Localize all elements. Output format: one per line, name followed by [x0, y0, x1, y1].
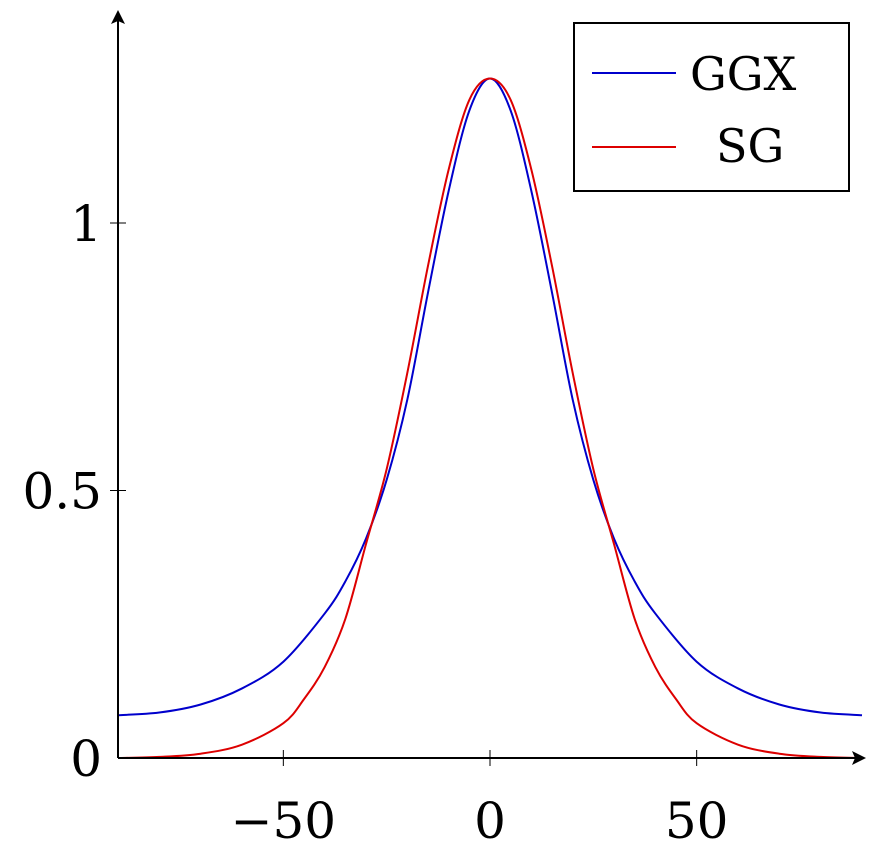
- y-tick-label: 0: [70, 730, 102, 788]
- y-axis-arrow-icon: [111, 10, 125, 24]
- x-axis-arrow-icon: [852, 751, 866, 765]
- legend-label-sg: SG: [716, 119, 784, 173]
- legend-label-ggx: GGX: [690, 47, 796, 101]
- axes-layer: [111, 10, 866, 765]
- legend: GGX SG: [573, 22, 850, 192]
- y-tick-label: 1: [70, 195, 102, 253]
- series-layer: [117, 77, 863, 759]
- series-line-sg: [117, 77, 863, 759]
- x-tick-label: 50: [665, 792, 729, 847]
- y-tick-label: 0.5: [22, 463, 102, 521]
- x-tick-label: −50: [231, 792, 337, 847]
- legend-box: [573, 22, 850, 192]
- ticks-layer: −50 0 50 0 0.5 1: [22, 195, 728, 847]
- x-tick-label: 0: [474, 792, 506, 847]
